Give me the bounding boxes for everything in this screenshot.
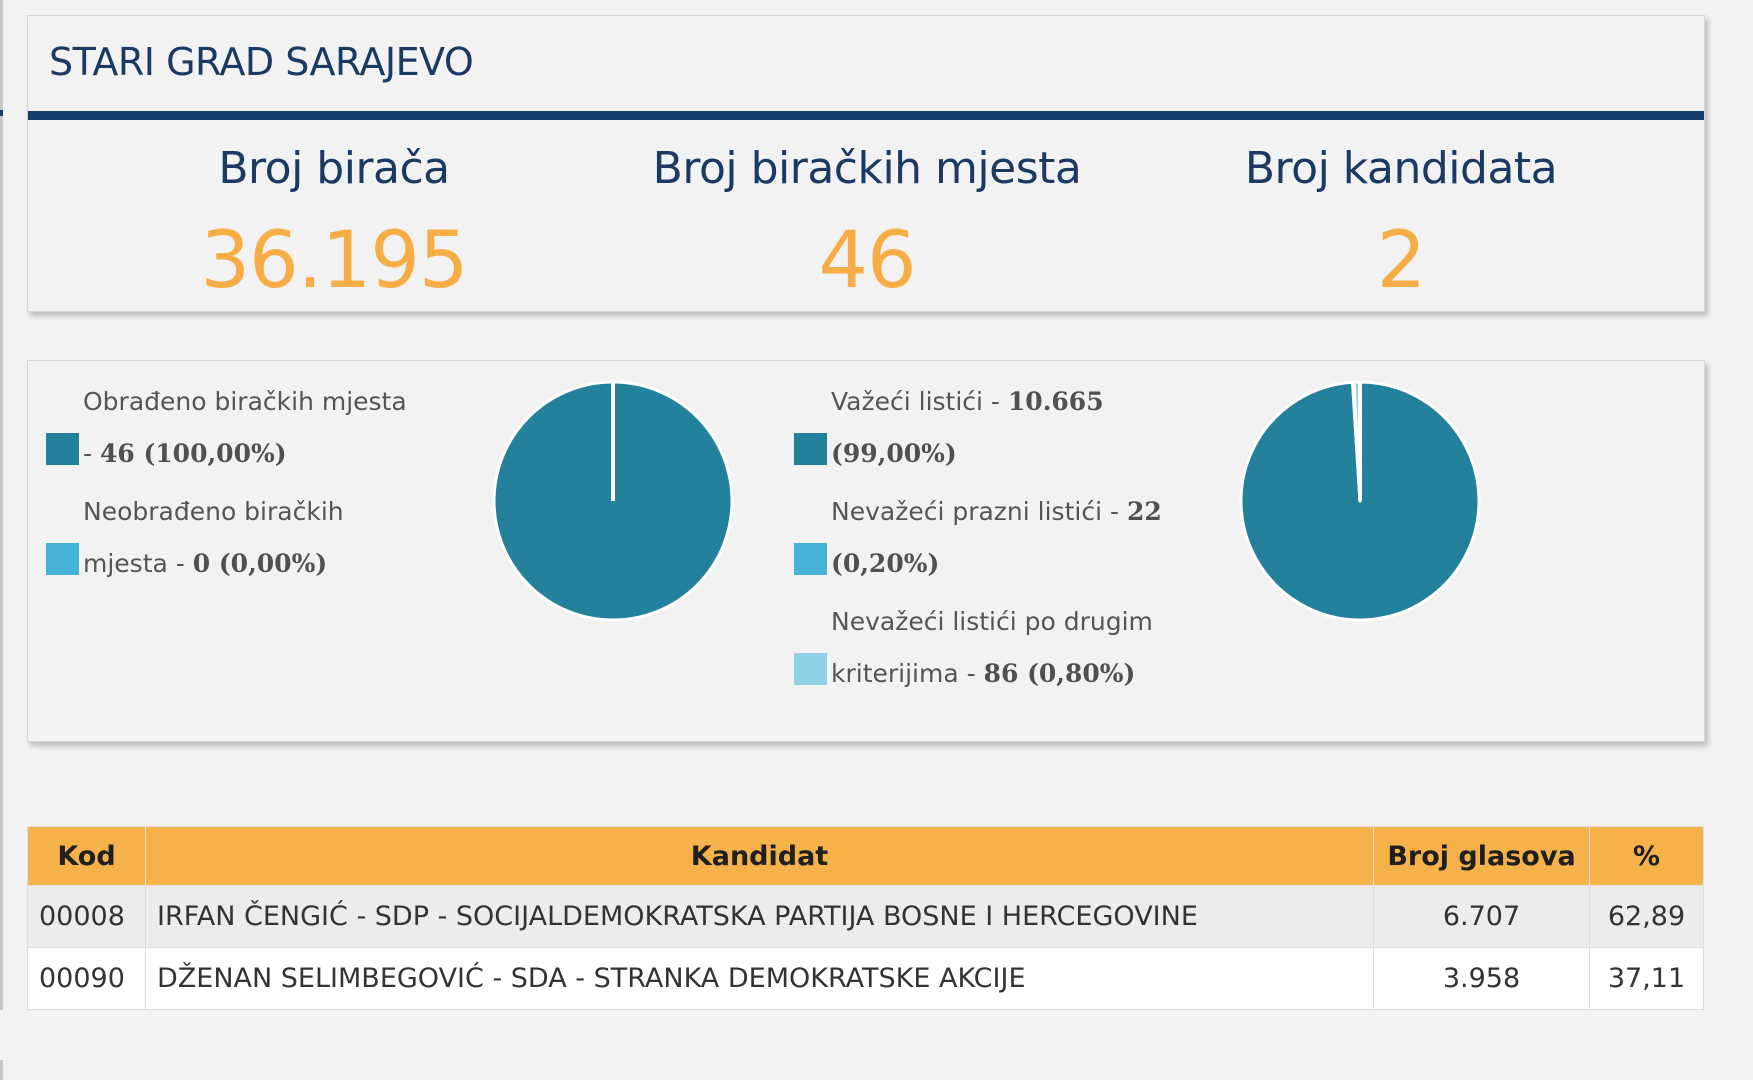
cell-code: 00090 xyxy=(27,947,146,1010)
cell-candidate: IRFAN ČENGIĆ - SDP - SOCIJALDEMOKRATSKA … xyxy=(145,885,1374,948)
cell-percent: 37,11 xyxy=(1589,947,1704,1010)
legend-value: 0 (0,00%) xyxy=(192,549,328,578)
left-border-bottom xyxy=(0,1060,3,1080)
legend-swatch xyxy=(46,433,79,465)
legend-item-invalid-other: Nevažeći listići po drugim kriterijima -… xyxy=(794,596,1171,700)
column-header-candidate[interactable]: Kandidat xyxy=(145,826,1374,886)
legend-swatch xyxy=(46,543,79,575)
cell-votes: 6.707 xyxy=(1373,885,1590,948)
legend-item-processed: Obrađeno biračkih mjesta - 46 (100,00%) xyxy=(46,376,423,480)
stat-voters: Broj birača 36.195 xyxy=(99,141,569,303)
table-row: 00008 IRFAN ČENGIĆ - SDP - SOCIJALDEMOKR… xyxy=(27,885,1704,948)
table-row: 00090 DŽENAN SELIMBEGOVIĆ - SDA - STRANK… xyxy=(27,947,1704,1010)
ballots-pie-chart xyxy=(1239,380,1481,622)
stat-voters-label: Broj birača xyxy=(218,143,450,194)
stat-candidates-label: Broj kandidata xyxy=(1244,143,1558,194)
stat-candidates-value: 2 xyxy=(1376,216,1427,306)
stat-polling-stations-label: Broj biračkih mjesta xyxy=(652,143,1082,194)
legend-label: Nevažeći prazni listići - xyxy=(831,497,1127,526)
legend-item-blank: Nevažeći prazni listići - 22 (0,20%) xyxy=(794,486,1171,590)
legend-item-valid: Važeći listići - 10.665 (99,00%) xyxy=(794,376,1171,480)
legend-label: Neobrađeno biračkih mjesta - xyxy=(83,497,344,578)
cell-percent: 62,89 xyxy=(1589,885,1704,948)
legend-value: 22 (0,20%) xyxy=(831,497,1162,578)
left-border-marker xyxy=(0,110,3,116)
table-header-row: Kod Kandidat Broj glasova % xyxy=(27,826,1704,886)
left-border xyxy=(0,0,3,1010)
ballots-legend: Važeći listići - 10.665 (99,00%) Nevažeć… xyxy=(794,376,1171,706)
legend-swatch xyxy=(794,433,827,465)
legend-label: Važeći listići - xyxy=(831,387,1008,416)
legend-value: 86 (0,80%) xyxy=(983,659,1136,688)
legend-label: Obrađeno biračkih mjesta - xyxy=(83,387,407,468)
processing-charts-card: Obrađeno biračkih mjesta - 46 (100,00%) … xyxy=(27,360,1705,742)
polling-stations-legend: Obrađeno biračkih mjesta - 46 (100,00%) … xyxy=(46,376,423,596)
column-header-percent[interactable]: % xyxy=(1589,826,1704,886)
legend-value: 46 (100,00%) xyxy=(99,439,287,468)
column-header-code[interactable]: Kod xyxy=(27,826,146,886)
stat-voters-value: 36.195 xyxy=(200,216,469,306)
legend-label: Nevažeći listići po drugim kriterijima - xyxy=(831,607,1153,688)
legend-swatch xyxy=(794,543,827,575)
legend-swatch xyxy=(794,653,827,685)
polling-stations-pie-chart xyxy=(492,380,734,622)
candidate-results-table: Kod Kandidat Broj glasova % 00008 IRFAN … xyxy=(27,826,1704,1010)
cell-candidate: DŽENAN SELIMBEGOVIĆ - SDA - STRANKA DEMO… xyxy=(145,947,1374,1010)
stat-candidates: Broj kandidata 2 xyxy=(1166,141,1636,303)
legend-item-unprocessed: Neobrađeno biračkih mjesta - 0 (0,00%) xyxy=(46,486,423,590)
title-divider xyxy=(28,111,1704,120)
column-header-votes[interactable]: Broj glasova xyxy=(1373,826,1590,886)
stat-polling-stations: Broj biračkih mjesta 46 xyxy=(632,141,1102,303)
cell-votes: 3.958 xyxy=(1373,947,1590,1010)
municipality-summary-card: STARI GRAD SARAJEVO Broj birača 36.195 B… xyxy=(27,15,1705,312)
municipality-title: STARI GRAD SARAJEVO xyxy=(49,40,474,84)
cell-code: 00008 xyxy=(27,885,146,948)
stat-polling-stations-value: 46 xyxy=(818,216,916,306)
legend-value: 10.665 (99,00%) xyxy=(831,387,1104,468)
